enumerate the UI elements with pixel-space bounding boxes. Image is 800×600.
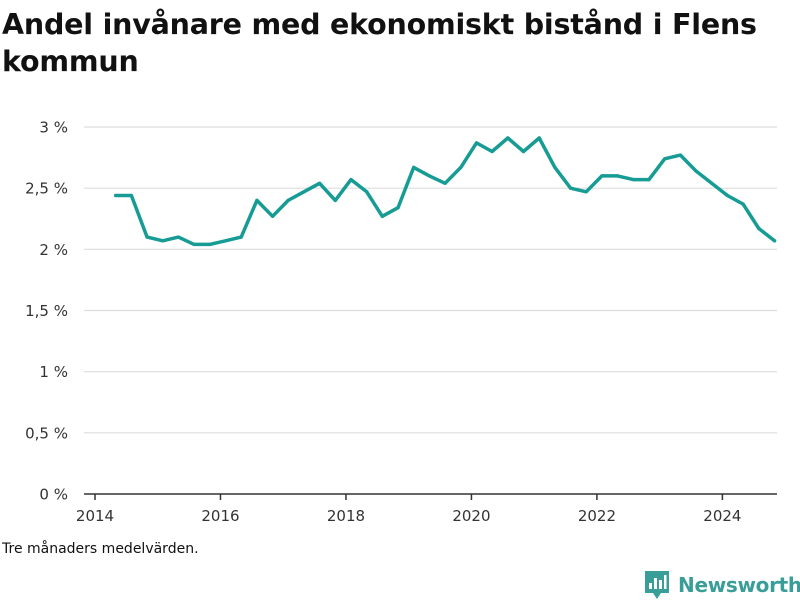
data-point-22	[459, 165, 463, 169]
data-point-11	[286, 198, 290, 202]
x-tick-label-4: 2022	[578, 507, 616, 525]
data-point-28	[553, 165, 557, 169]
y-tick-label-6: 3 %	[39, 119, 68, 137]
data-point-8	[239, 235, 243, 239]
chart-note: Tre månaders medelvärden.	[2, 541, 199, 557]
x-tick-label-5: 2024	[703, 507, 741, 525]
y-axis: 0 % 0,5 % 1 % 1,5 % 2 % 2,5 % 3 %	[25, 119, 68, 504]
data-point-3	[161, 239, 165, 243]
data-point-1	[129, 193, 133, 198]
data-point-7	[223, 239, 228, 243]
y-tick-label-1: 0,5 %	[25, 424, 68, 442]
data-point-29	[569, 186, 573, 190]
data-point-35	[663, 157, 667, 161]
data-point-24	[490, 149, 494, 154]
data-point-0	[114, 193, 118, 198]
data-point-39	[725, 193, 730, 198]
data-point-21	[443, 181, 447, 185]
data-point-26	[521, 149, 526, 154]
y-tick-label-4: 2 %	[39, 241, 68, 259]
data-point-33	[631, 178, 635, 182]
data-point-10	[271, 214, 275, 218]
data-point-31	[600, 174, 604, 178]
y-tick-label-3: 1,5 %	[25, 302, 68, 320]
data-point-34	[647, 178, 651, 182]
data-point-38	[710, 181, 714, 185]
data-point-13	[318, 181, 322, 185]
data-point-12	[302, 190, 306, 194]
data-point-20	[427, 174, 431, 178]
data-point-41	[757, 226, 761, 231]
y-tick-label-5: 2,5 %	[25, 180, 68, 198]
y-tick-label-0: 0 %	[39, 486, 68, 504]
data-point-25	[506, 136, 510, 140]
y-tick-label-2: 1 %	[39, 363, 68, 381]
data-point-5	[192, 242, 196, 246]
data-point-18	[396, 206, 400, 210]
data-point-37	[694, 169, 698, 173]
data-point-17	[380, 214, 384, 218]
x-tick-label-3: 2020	[452, 507, 490, 525]
data-point-16	[365, 190, 369, 194]
data-point-15	[349, 178, 353, 182]
x-axis: 2014 2016 2018 2020 2022 2024	[76, 494, 741, 525]
x-tick-label-1: 2016	[201, 507, 239, 525]
data-point-14	[333, 198, 337, 202]
data-point-9	[255, 198, 259, 202]
brand-name: Newsworthy	[678, 573, 800, 597]
chart-title: Andel invånare med ekonomiskt bistånd i …	[2, 8, 757, 78]
newsworthy-logo: Newsworthy	[644, 570, 800, 600]
data-point-42	[772, 239, 777, 243]
newsworthy-logo-icon	[645, 571, 669, 599]
series-line	[113, 136, 777, 247]
data-point-32	[616, 174, 620, 178]
grid-lines	[84, 126, 777, 434]
data-point-30	[584, 190, 588, 194]
data-point-2	[145, 235, 149, 239]
data-point-19	[412, 165, 416, 169]
data-point-6	[208, 242, 212, 246]
data-point-40	[741, 202, 745, 206]
x-tick-label-0: 2014	[76, 507, 114, 525]
data-point-23	[474, 141, 479, 145]
x-tick-label-2: 2018	[327, 507, 365, 525]
data-point-27	[537, 136, 541, 140]
data-point-36	[678, 153, 683, 157]
data-point-4	[176, 235, 180, 239]
series-points	[114, 136, 777, 246]
